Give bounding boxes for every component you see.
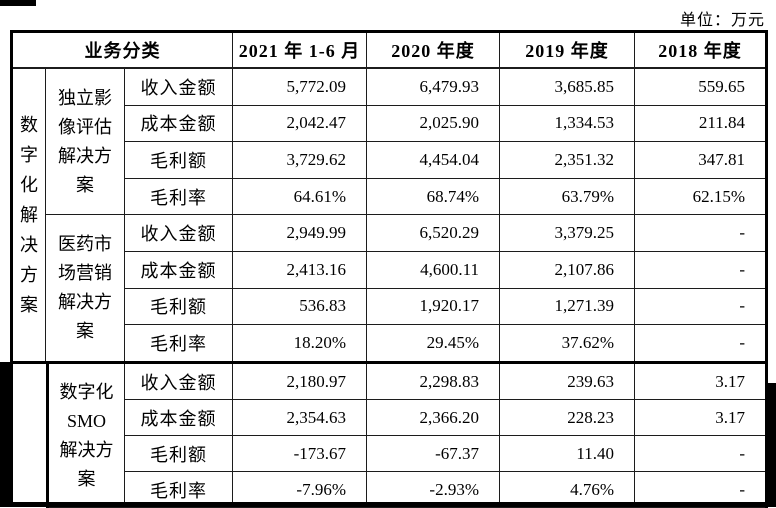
value-cell: 11.40 <box>499 435 635 472</box>
metric-cell: 成本金额 <box>124 104 233 143</box>
table-row: 毛利额 536.83 1,920.17 1,271.39 - <box>12 287 767 326</box>
metric-cell: 毛利率 <box>124 177 233 216</box>
value-cell: 559.65 <box>634 67 767 106</box>
value-cell: 211.84 <box>634 104 767 143</box>
business-segment-table-main: 业务分类 2021 年 1-6 月 2020 年度 2019 年度 2018 年… <box>10 30 768 364</box>
value-cell: 2,413.16 <box>232 250 367 289</box>
scan-artifact-left-bar <box>0 362 13 507</box>
value-cell: 1,920.17 <box>366 287 500 326</box>
value-cell: -67.37 <box>366 435 500 472</box>
value-cell: 228.23 <box>499 399 635 436</box>
header-2018: 2018 年度 <box>634 31 767 69</box>
metric-cell: 收入金额 <box>124 362 233 400</box>
value-cell: 37.62% <box>499 324 635 363</box>
value-cell: 3,379.25 <box>499 214 635 252</box>
value-cell: - <box>634 250 767 289</box>
value-cell: 5,772.09 <box>232 67 367 106</box>
value-cell: 2,354.63 <box>232 399 367 436</box>
group-text: 医药市场营销解决方案 <box>58 234 112 342</box>
value-cell: 536.83 <box>232 287 367 326</box>
table-row: 数字化解决方案 独立影像评估解决方案 收入金额 5,772.09 6,479.9… <box>11 67 767 363</box>
metric-cell: 收入金额 <box>124 67 233 106</box>
value-cell: -173.67 <box>232 435 367 472</box>
value-cell: - <box>634 287 767 326</box>
header-2021: 2021 年 1-6 月 <box>232 31 367 69</box>
value-cell: 4,600.11 <box>366 250 500 289</box>
metric-cell: 毛利额 <box>124 435 233 472</box>
table-row: 毛利额 3,729.62 4,454.04 2,351.32 347.81 <box>12 141 767 179</box>
value-cell: - <box>634 214 767 252</box>
value-cell: 6,520.29 <box>366 214 500 252</box>
value-cell: 2,025.90 <box>366 104 500 143</box>
group-label-imaging: 独立影像评估解决方案 <box>45 67 125 216</box>
scan-artifact-bottom-bar <box>0 502 776 507</box>
outer-group-text: 数字化解决方案 <box>19 114 38 315</box>
header-2020: 2020 年度 <box>366 31 500 69</box>
value-cell: 1,271.39 <box>499 287 635 326</box>
table-row: 数字化SMO解决方案 收入金额 2,180.97 2,298.83 239.63… <box>47 362 767 508</box>
metric-cell: 毛利率 <box>124 324 233 363</box>
group-text: 独立影像评估解决方案 <box>58 87 112 195</box>
table-row: 成本金额 2,354.63 2,366.20 228.23 3.17 <box>48 399 767 436</box>
value-cell: 4,454.04 <box>366 141 500 179</box>
scan-artifact-top-left <box>0 0 36 6</box>
value-cell: 4.76% <box>499 471 635 508</box>
metric-cell: 毛利率 <box>124 471 233 508</box>
group-label-pharma-marketing: 医药市场营销解决方案 <box>45 214 125 363</box>
value-cell: 2,949.99 <box>232 214 367 252</box>
header-2019: 2019 年度 <box>499 31 635 69</box>
value-cell: 3.17 <box>634 399 767 436</box>
value-cell: 3,729.62 <box>232 141 367 179</box>
value-cell: 63.79% <box>499 177 635 216</box>
value-cell: 2,107.86 <box>499 250 635 289</box>
value-cell: 2,298.83 <box>366 362 500 400</box>
value-cell: 62.15% <box>634 177 767 216</box>
table-row: 医药市场营销解决方案 收入金额 2,949.99 6,520.29 3,379.… <box>12 214 767 363</box>
value-cell: - <box>634 435 767 472</box>
value-cell: 3,685.85 <box>499 67 635 106</box>
group-label-digital-smo: 数字化SMO解决方案 <box>47 362 125 508</box>
group-text: 数字化SMO解决方案 <box>59 381 114 489</box>
outer-group-label: 数字化解决方案 <box>11 67 46 363</box>
table-row: 毛利率 18.20% 29.45% 37.62% - <box>12 324 767 363</box>
value-cell: 239.63 <box>499 362 635 400</box>
value-cell: 68.74% <box>366 177 500 216</box>
value-cell: 347.81 <box>634 141 767 179</box>
value-cell: 18.20% <box>232 324 367 363</box>
metric-cell: 收入金额 <box>124 214 233 252</box>
value-cell: -7.96% <box>232 471 367 508</box>
value-cell: 2,042.47 <box>232 104 367 143</box>
value-cell: 6,479.93 <box>366 67 500 106</box>
business-segment-table-continued: 数字化SMO解决方案 收入金额 2,180.97 2,298.83 239.63… <box>46 361 768 508</box>
value-cell: 2,180.97 <box>232 362 367 400</box>
header-business-category: 业务分类 <box>11 31 233 69</box>
metric-cell: 成本金额 <box>124 399 233 436</box>
value-cell: 29.45% <box>366 324 500 363</box>
table-row: 成本金额 2,042.47 2,025.90 1,334.53 211.84 <box>12 104 767 143</box>
metric-cell: 成本金额 <box>124 250 233 289</box>
table-row: 毛利率 64.61% 68.74% 63.79% 62.15% <box>12 177 767 216</box>
value-cell: 2,351.32 <box>499 141 635 179</box>
unit-label: 单位：万元 <box>679 12 765 29</box>
value-cell: - <box>634 324 767 363</box>
value-cell: 2,366.20 <box>366 399 500 436</box>
table-row: 毛利率 -7.96% -2.93% 4.76% - <box>48 471 767 508</box>
scan-artifact-right-bar <box>765 383 776 507</box>
metric-cell: 毛利额 <box>124 287 233 326</box>
value-cell: 3.17 <box>634 362 767 400</box>
table-row: 毛利额 -173.67 -67.37 11.40 - <box>48 435 767 472</box>
table-header-row: 业务分类 2021 年 1-6 月 2020 年度 2019 年度 2018 年… <box>11 31 767 69</box>
value-cell: 1,334.53 <box>499 104 635 143</box>
table-row: 成本金额 2,413.16 4,600.11 2,107.86 - <box>12 250 767 289</box>
value-cell: 64.61% <box>232 177 367 216</box>
metric-cell: 毛利额 <box>124 141 233 179</box>
